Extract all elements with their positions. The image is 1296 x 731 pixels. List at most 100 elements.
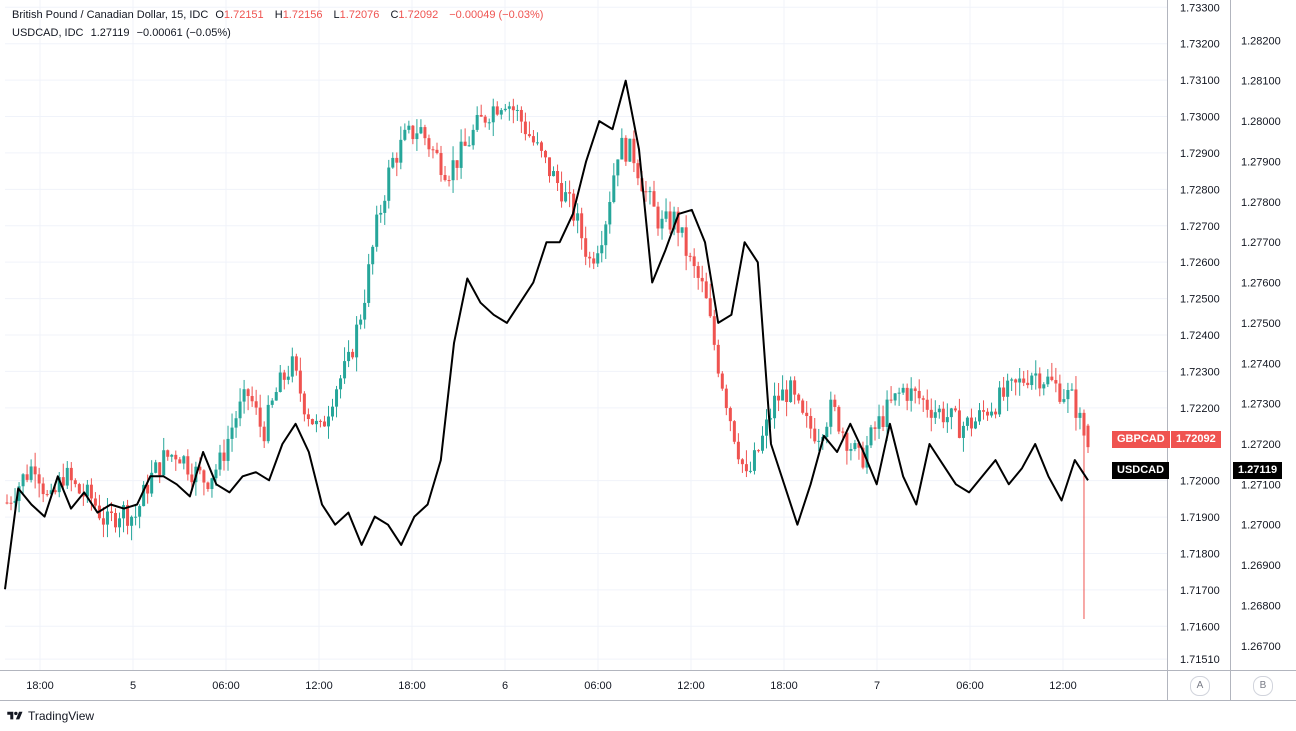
axis-b-tick-label: 1.28200 <box>1241 35 1281 47</box>
candle-body <box>680 227 684 233</box>
candle-body <box>760 435 764 451</box>
candle-body <box>166 450 170 457</box>
candle-body <box>491 106 495 123</box>
candle-body <box>423 127 427 139</box>
candle-body <box>732 421 736 442</box>
candle-body <box>793 380 797 395</box>
candle-body <box>447 180 451 182</box>
candle-body <box>805 412 809 417</box>
candle-body <box>467 145 471 147</box>
usdcad-change-value: −0.00061 (−0.05%) <box>136 27 231 39</box>
candle-body <box>13 500 17 503</box>
candle-body <box>708 298 712 317</box>
candle-body <box>543 150 547 158</box>
candle-body <box>61 477 65 486</box>
candle-body <box>282 372 286 380</box>
time-axis[interactable]: 18:00 5 06:00 12:00 18:00 6 06:00 12:00 18:00 7 06… <box>26 680 1077 692</box>
candle-body <box>692 256 696 267</box>
candle-body <box>841 431 845 433</box>
candle-body <box>503 108 507 111</box>
candle-body <box>624 137 628 162</box>
candle-body <box>138 506 142 517</box>
candle-body <box>407 125 411 130</box>
candle-body <box>1002 387 1006 397</box>
candle-body <box>1038 373 1042 389</box>
candle-body <box>105 511 109 525</box>
gbpcad-symbol-name[interactable]: British Pound / Canadian Dollar, 15, IDC <box>12 9 209 21</box>
candle-body <box>797 394 801 401</box>
candle-body <box>519 109 523 122</box>
candle-body <box>375 214 379 247</box>
candle-body <box>1062 399 1066 402</box>
candle-body <box>1030 375 1034 386</box>
candle-body <box>1074 389 1078 418</box>
time-tick-label: 18:00 <box>26 680 54 692</box>
candle-body <box>877 416 881 429</box>
candle-body <box>351 351 355 358</box>
candle-body <box>929 409 933 418</box>
axis-b-button[interactable]: B <box>1253 676 1273 696</box>
candle-body <box>881 416 885 428</box>
candle-body <box>395 157 399 163</box>
candle-body <box>849 449 853 451</box>
candle-body <box>535 142 539 144</box>
candle-body <box>576 213 580 221</box>
candle-body <box>403 129 407 140</box>
candle-body <box>290 356 294 377</box>
candle-body <box>415 133 419 140</box>
gbpcad-left-tag: GBPCAD <box>1112 431 1170 448</box>
candle-body <box>347 351 351 362</box>
candle-body <box>1026 382 1030 386</box>
candle-body <box>777 395 781 401</box>
axis-a-button[interactable]: A <box>1190 676 1210 696</box>
candle-body <box>901 387 905 393</box>
brand-name: TradingView <box>28 709 95 723</box>
candle-body <box>89 484 93 499</box>
tradingview-brand[interactable]: TradingView <box>6 709 94 723</box>
candle-body <box>909 388 913 401</box>
axis-b-tick-label: 1.27700 <box>1241 237 1281 249</box>
candle-body <box>990 411 994 416</box>
candle-body <box>1058 383 1062 402</box>
candle-body <box>93 498 97 506</box>
candle-body <box>913 388 917 391</box>
candle-body <box>560 183 564 202</box>
low-value: 1.72076 <box>339 9 380 21</box>
candle-body <box>969 417 973 429</box>
usdcad-last-value: 1.27119 <box>90 27 130 39</box>
candle-body <box>600 245 604 254</box>
candle-body <box>170 454 174 457</box>
candle-body <box>53 490 57 493</box>
candle-body <box>174 454 178 460</box>
candle-body <box>523 121 527 135</box>
usdcad-symbol-name[interactable]: USDCAD, IDC <box>12 27 84 39</box>
candle-body <box>636 163 640 179</box>
candle-body <box>672 211 676 230</box>
axis-a-tick-label: 1.72300 <box>1180 366 1220 378</box>
open-label: O <box>215 9 224 21</box>
candle-body <box>712 316 716 345</box>
gbpcad-right-tag: 1.72092 <box>1171 431 1221 448</box>
candle-body <box>210 478 214 489</box>
axis-a-tick-label: 1.71800 <box>1180 548 1220 560</box>
candle-body <box>262 426 266 442</box>
candle-body <box>857 443 861 448</box>
candle-body <box>511 106 515 111</box>
candle-body <box>652 191 656 207</box>
candle-body <box>728 408 732 422</box>
candle-body <box>154 462 158 473</box>
time-tick-label: 7 <box>874 680 880 692</box>
candle-body <box>752 450 756 471</box>
change-value: −0.00049 (−0.03%) <box>449 9 544 21</box>
candle-body <box>479 114 483 117</box>
candle-body <box>314 420 318 425</box>
candle-body <box>949 408 953 418</box>
candle-body <box>306 414 310 420</box>
price-axis-a[interactable]: 1.73300 1.73200 1.73100 1.73000 1.72900 1.728… <box>1180 2 1220 666</box>
time-tick-label: 06:00 <box>212 680 240 692</box>
candle-body <box>33 466 37 475</box>
time-tick-label: 18:00 <box>398 680 426 692</box>
candle-body <box>435 149 439 154</box>
price-axis-b[interactable]: 1.28200 1.28100 1.28000 1.27900 1.27800 1.277… <box>1241 35 1281 652</box>
